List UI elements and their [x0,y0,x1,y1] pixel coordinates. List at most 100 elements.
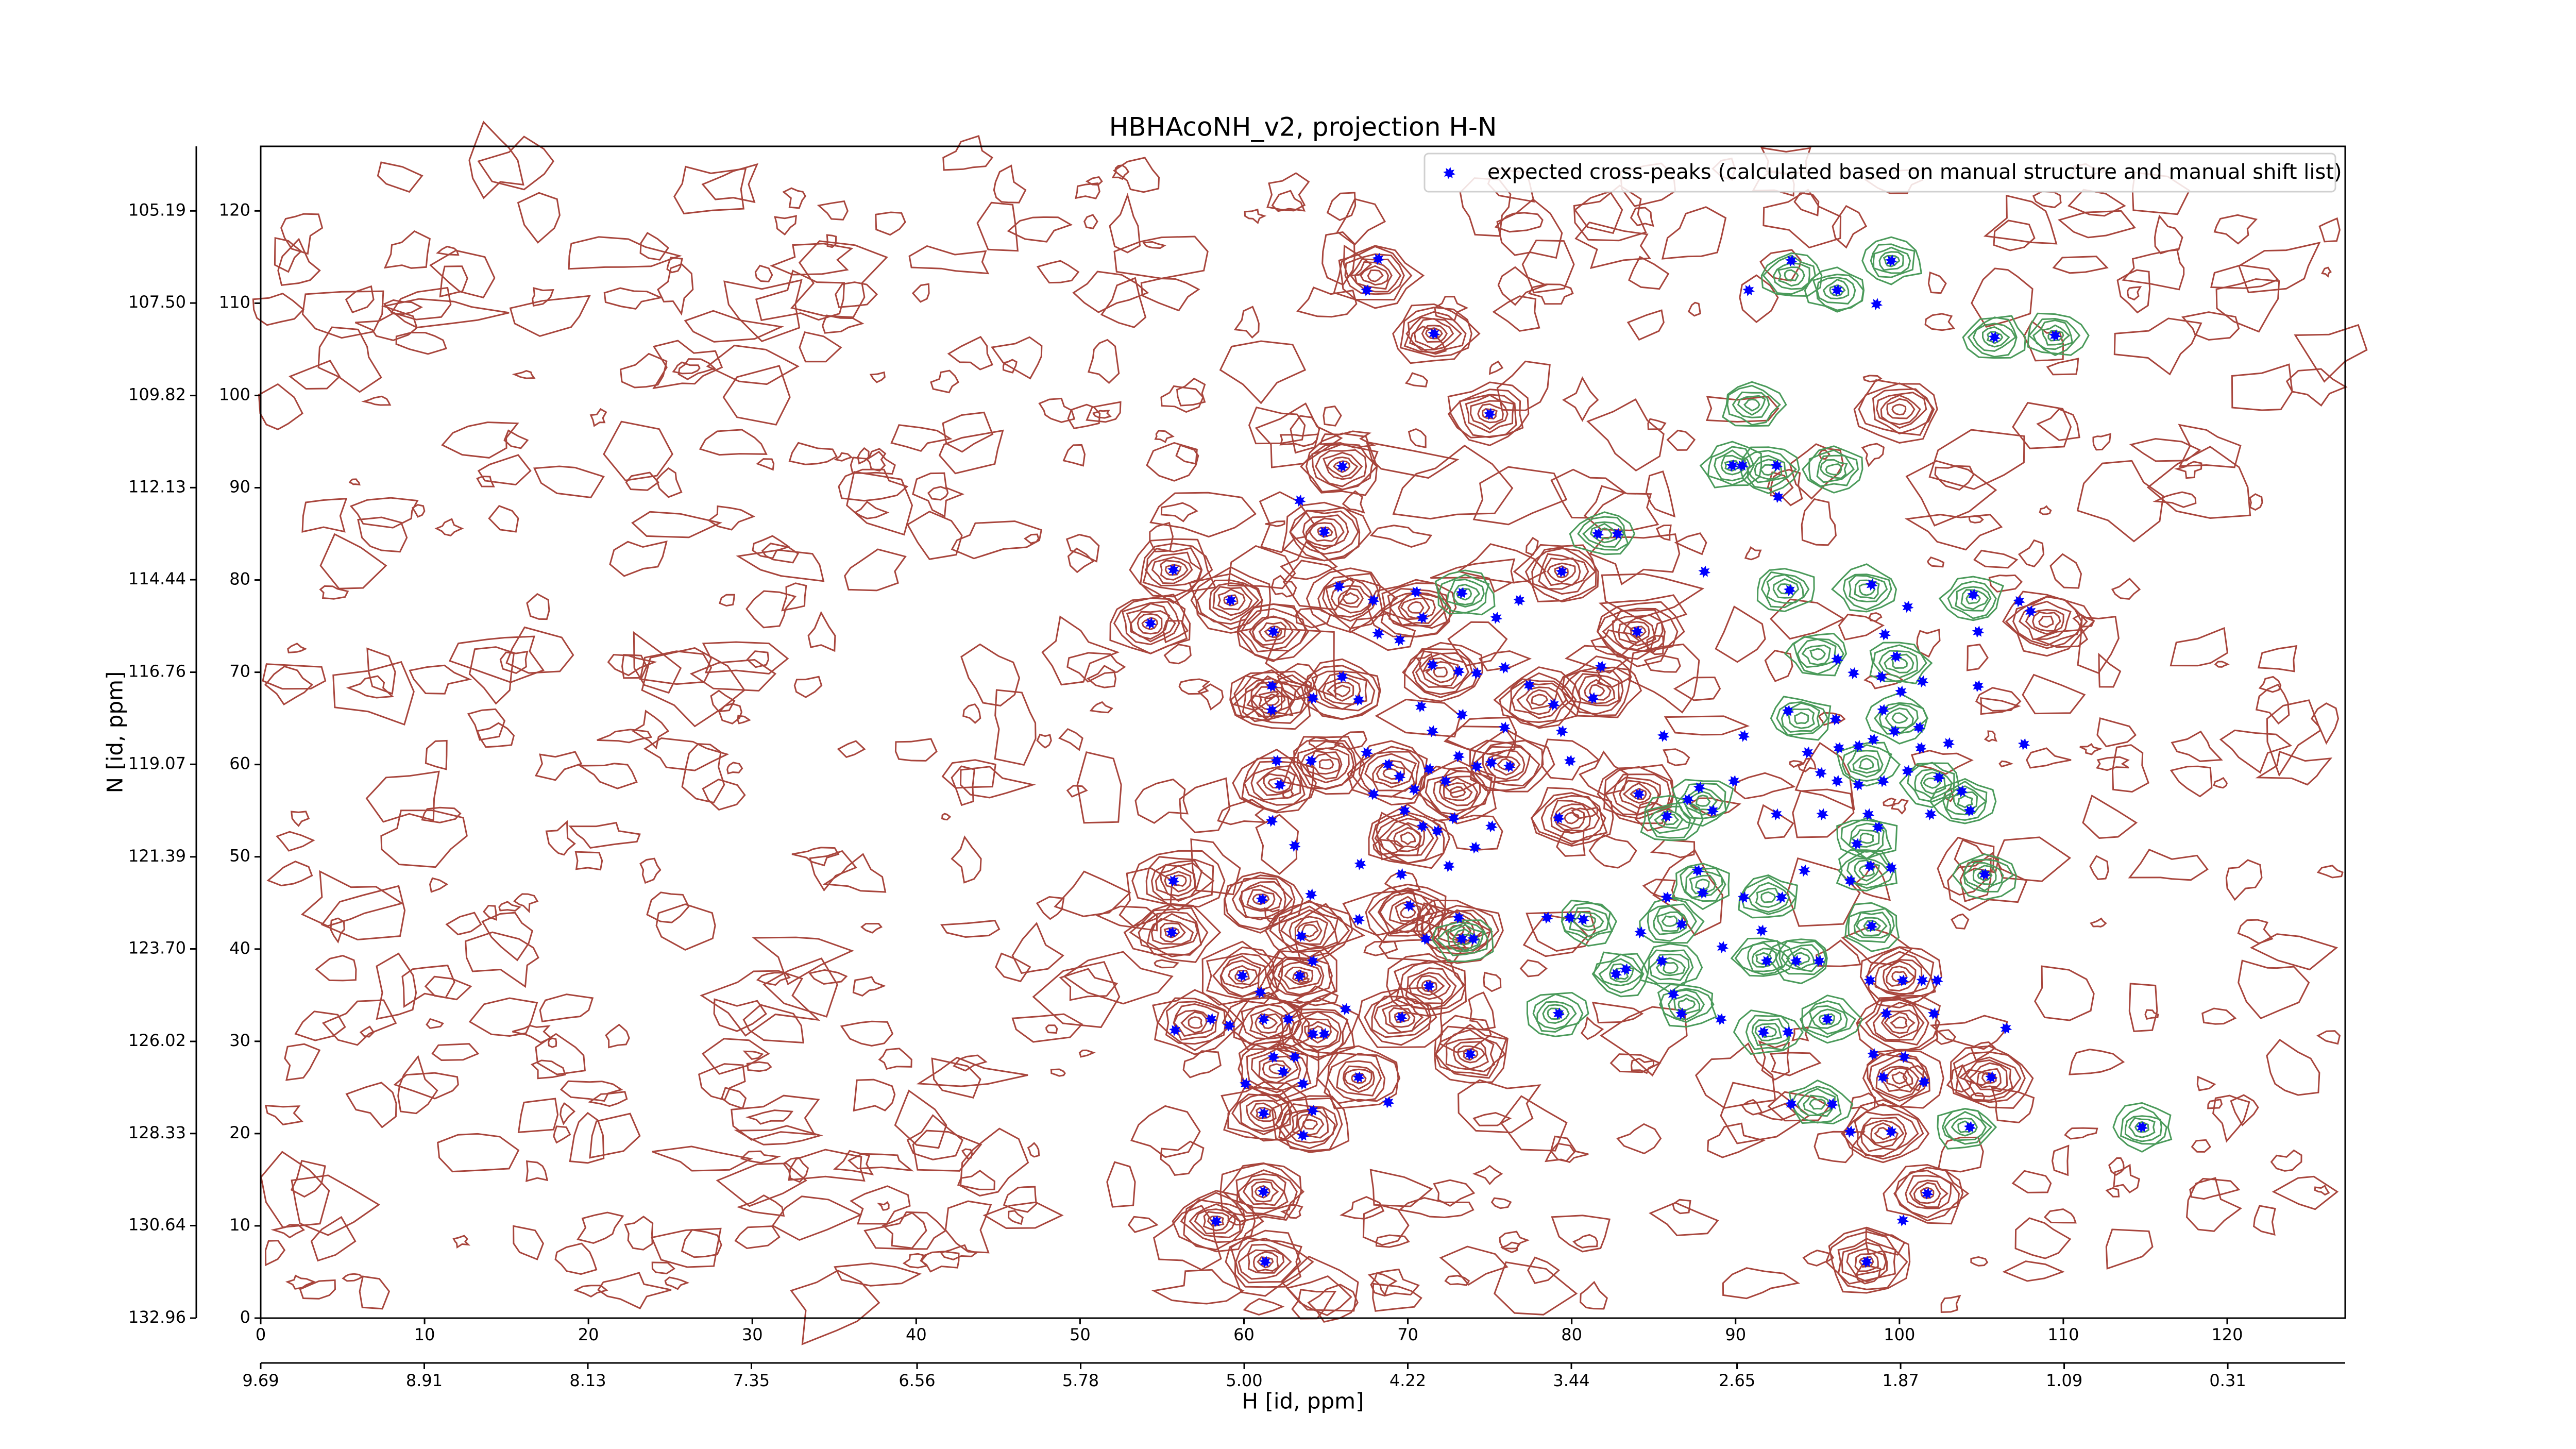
background-contour [380,810,468,868]
cross-peak [1293,969,1306,982]
contour-line [1347,740,1427,806]
contour-peak [1569,511,1636,555]
cross-peak [1860,1256,1873,1268]
background-contour [853,500,890,519]
cross-peak [1775,891,1788,904]
background-contour [361,395,392,406]
background-contour [2034,965,2095,1021]
background-contour [426,1018,445,1029]
cross-peak [1815,767,1827,779]
contour-line [1960,589,1989,610]
background-contour [641,647,745,728]
background-contour [517,1098,559,1133]
cross-peak [1866,578,1878,591]
cross-peak [1382,1096,1395,1108]
background-contour [301,290,384,339]
contour-line [1589,684,1605,697]
background-contour [673,165,747,215]
background-contour [1067,403,1101,430]
contour-line [1229,670,1312,730]
cross-peak [1851,837,1863,850]
background-contour [1661,206,1727,260]
cross-peak [1655,955,1668,967]
background-contour [2178,424,2242,468]
contour-line [1164,564,1182,576]
contour-line [1869,1053,1929,1102]
cross-peak [1372,627,1385,640]
cross-peak [1552,1007,1565,1020]
background-contour [869,371,886,383]
contour-line [2027,312,2090,356]
cross-peak [1770,808,1783,821]
background-contour [2146,446,2251,519]
background-contour [1628,643,1700,714]
cross-peak [1888,725,1901,737]
cross-peak [1675,918,1688,931]
contour-line [1159,865,1196,897]
background-contour [652,340,723,390]
background-contour [2052,256,2109,274]
contour-line [1407,601,1425,614]
contour-line [1360,265,1389,286]
background-contour [1937,836,1995,896]
contour-line [1242,678,1306,722]
background-contour [652,1145,753,1172]
background-contour [1588,533,1681,585]
cross-peak [1410,586,1422,598]
background-contour [664,1276,690,1290]
contour-line [1325,577,1375,618]
cross-peak [1205,1013,1217,1025]
contour-line [1865,951,1932,997]
background-contour [526,1160,549,1183]
background-contour [1067,547,1095,574]
contour-peak [1109,594,1191,655]
background-contour [681,743,725,804]
cross-peak [1447,812,1460,824]
cross-peak [1431,824,1444,837]
contour-line [1247,1249,1285,1274]
contour-line [1714,449,1751,482]
background-contour [1179,777,1231,833]
background-contour [1036,896,1065,920]
background-contour [342,1273,364,1282]
cross-peak [1691,864,1704,877]
contour-line [1852,754,1880,774]
contour-line [1240,884,1282,912]
contour-line [1322,578,1382,622]
background-contour [742,1004,805,1044]
contour-line [1589,523,1617,544]
contour-line [1316,1045,1399,1109]
background-contour [2090,917,2107,928]
contour-peak [1123,903,1222,963]
contour-line [1531,694,1549,706]
background-contour [2046,358,2079,376]
contour-line [1151,556,1193,584]
background-contour [1927,556,1945,568]
contour-peak [1469,729,1555,793]
background-contour [266,861,313,887]
cross-peak [1831,284,1843,297]
background-contour [1764,649,1793,682]
contour-line [1374,996,1430,1034]
contour-peak [1555,655,1642,718]
contour-line [1947,580,1997,619]
contour-line [1846,750,1884,778]
background-contour [1041,615,1120,686]
cross-peak [1267,1051,1280,1063]
contour-line [1190,573,1263,630]
legend-box [1423,153,2336,193]
contour-line [1435,1023,1507,1079]
contour-line [1649,953,1690,982]
contour-peak [1431,919,1494,963]
cross-peak [1657,730,1670,742]
background-contour [1160,1140,1205,1176]
contour-line [1584,679,1612,701]
contour-line [1944,1111,1987,1141]
contour-line [1972,323,2016,352]
contour-line [1305,432,1378,496]
cross-peak [1921,1187,1934,1200]
contour-line [1291,1110,1329,1139]
x2-tick-label: 5.00 [1226,1371,1262,1390]
contour-line [1354,261,1393,290]
background-contour [1937,1136,1984,1173]
